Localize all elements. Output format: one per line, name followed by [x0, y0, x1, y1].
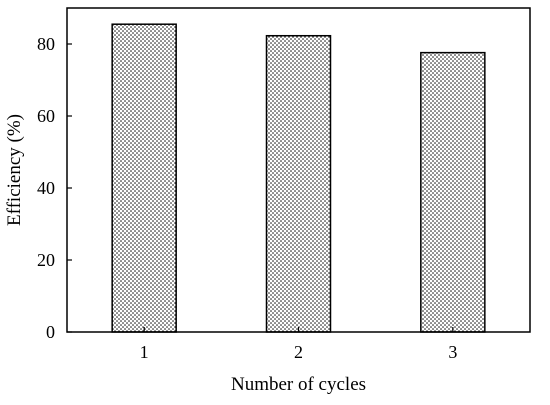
bar-1 — [111, 23, 177, 333]
bar-3 — [420, 51, 486, 333]
bar-2 — [265, 34, 332, 333]
y-tick-label: 80 — [37, 34, 55, 54]
x-tick-label: 3 — [448, 342, 457, 362]
y-axis: 0 20 40 60 80 — [37, 34, 72, 342]
y-tick-label: 0 — [46, 322, 55, 342]
y-axis-title: Efficiency (%) — [4, 114, 25, 226]
x-tick-label: 1 — [140, 342, 149, 362]
x-tick-label: 2 — [294, 342, 303, 362]
bars-group — [111, 23, 486, 333]
x-axis: 1 2 3 — [140, 327, 457, 362]
y-tick-label: 20 — [37, 250, 55, 270]
y-tick-label: 40 — [37, 178, 55, 198]
y-tick-label: 60 — [37, 106, 55, 126]
x-axis-title: Number of cycles — [231, 374, 366, 395]
